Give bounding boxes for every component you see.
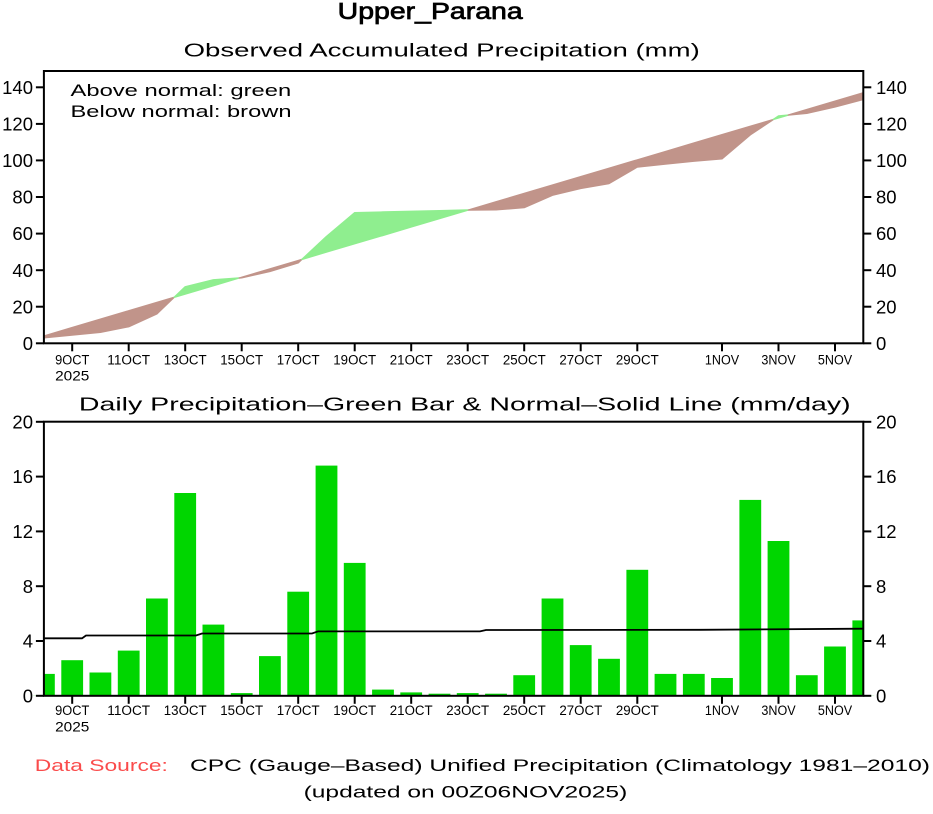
svg-text:21OCT: 21OCT xyxy=(390,352,433,368)
svg-text:11OCT: 11OCT xyxy=(107,352,150,368)
svg-text:5NOV: 5NOV xyxy=(818,703,853,719)
svg-text:15OCT: 15OCT xyxy=(220,352,263,368)
svg-text:Observed Accumulated Precipita: Observed Accumulated Precipitation (mm) xyxy=(184,41,700,61)
svg-text:16: 16 xyxy=(876,466,897,487)
svg-text:17OCT: 17OCT xyxy=(277,352,320,368)
svg-text:60: 60 xyxy=(876,223,897,244)
svg-text:20: 20 xyxy=(876,411,897,432)
svg-text:0: 0 xyxy=(876,685,886,706)
svg-text:20: 20 xyxy=(876,296,897,317)
svg-text:29OCT: 29OCT xyxy=(616,703,659,719)
svg-text:25OCT: 25OCT xyxy=(503,703,546,719)
svg-text:80: 80 xyxy=(12,187,33,208)
svg-text:Data Source:: Data Source: xyxy=(35,756,168,775)
svg-text:16: 16 xyxy=(12,466,33,487)
svg-text:100: 100 xyxy=(876,150,907,171)
svg-text:11OCT: 11OCT xyxy=(107,703,150,719)
svg-text:13OCT: 13OCT xyxy=(164,352,207,368)
svg-text:4: 4 xyxy=(23,631,33,652)
svg-text:19OCT: 19OCT xyxy=(333,352,376,368)
svg-text:12: 12 xyxy=(876,521,897,542)
svg-text:40: 40 xyxy=(12,260,33,281)
svg-text:40: 40 xyxy=(876,260,897,281)
svg-text:23OCT: 23OCT xyxy=(446,352,489,368)
svg-text:25OCT: 25OCT xyxy=(503,352,546,368)
svg-text:Daily Precipitation–Green Bar: Daily Precipitation–Green Bar & Normal–S… xyxy=(79,395,851,415)
svg-text:0: 0 xyxy=(876,333,886,354)
svg-text:20: 20 xyxy=(12,296,33,317)
svg-text:(updated on 00Z06NOV2025): (updated on 00Z06NOV2025) xyxy=(304,783,628,802)
svg-text:Above normal: green: Above normal: green xyxy=(71,81,292,100)
svg-text:60: 60 xyxy=(12,223,33,244)
svg-text:3NOV: 3NOV xyxy=(761,352,796,368)
svg-text:21OCT: 21OCT xyxy=(390,703,433,719)
svg-text:27OCT: 27OCT xyxy=(559,703,602,719)
svg-text:15OCT: 15OCT xyxy=(220,703,263,719)
svg-text:Below normal: brown: Below normal: brown xyxy=(71,102,292,121)
svg-text:0: 0 xyxy=(23,685,33,706)
svg-text:140: 140 xyxy=(2,77,33,98)
svg-text:27OCT: 27OCT xyxy=(559,352,602,368)
svg-text:9OCT: 9OCT xyxy=(55,703,89,719)
svg-text:23OCT: 23OCT xyxy=(446,703,489,719)
svg-text:12: 12 xyxy=(12,521,33,542)
svg-text:8: 8 xyxy=(23,576,33,597)
svg-text:1NOV: 1NOV xyxy=(705,703,740,719)
svg-text:120: 120 xyxy=(876,114,907,135)
svg-text:3NOV: 3NOV xyxy=(761,703,796,719)
svg-text:19OCT: 19OCT xyxy=(333,703,376,719)
svg-text:5NOV: 5NOV xyxy=(818,352,853,368)
svg-text:0: 0 xyxy=(23,333,33,354)
svg-text:9OCT: 9OCT xyxy=(55,352,89,368)
svg-text:1NOV: 1NOV xyxy=(705,352,740,368)
svg-text:17OCT: 17OCT xyxy=(277,703,320,719)
svg-text:CPC (Gauge–Based) Unified Prec: CPC (Gauge–Based) Unified Precipitation … xyxy=(190,756,930,775)
svg-text:Upper_Parana: Upper_Parana xyxy=(338,0,523,24)
svg-text:2025: 2025 xyxy=(55,368,89,384)
svg-text:13OCT: 13OCT xyxy=(164,703,207,719)
svg-text:120: 120 xyxy=(2,114,33,135)
svg-text:20: 20 xyxy=(12,411,33,432)
svg-text:8: 8 xyxy=(876,576,886,597)
svg-text:100: 100 xyxy=(2,150,33,171)
svg-text:4: 4 xyxy=(876,631,886,652)
svg-text:29OCT: 29OCT xyxy=(616,352,659,368)
svg-text:140: 140 xyxy=(876,77,907,98)
svg-text:80: 80 xyxy=(876,187,897,208)
svg-text:2025: 2025 xyxy=(55,719,89,735)
